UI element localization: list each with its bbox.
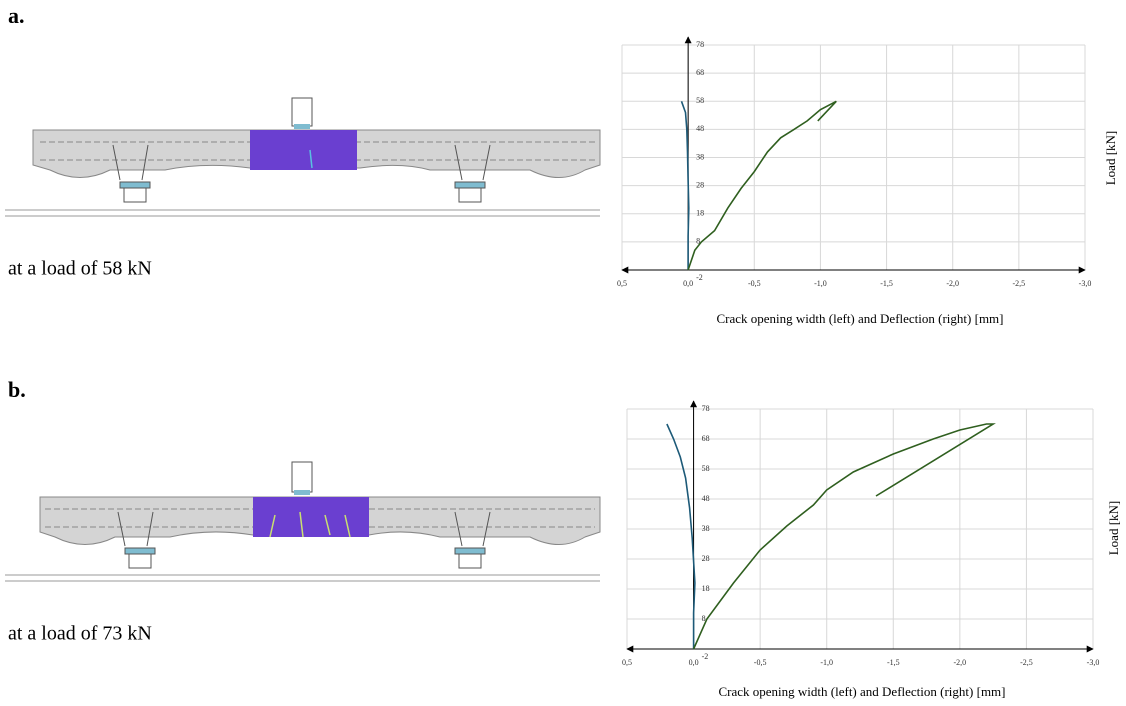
x-tick-label: -3,0 [1079, 279, 1092, 288]
y-tick-label: 28 [696, 180, 704, 189]
y-tick-label: 48 [696, 124, 704, 133]
y-tick-label: 38 [696, 152, 704, 161]
panel-label: b. [8, 377, 26, 402]
beam-drawing [5, 462, 600, 581]
x-tick-label: -2,0 [954, 658, 967, 667]
y-tick-label: 28 [702, 554, 710, 563]
x-tick-label: -1,0 [814, 279, 827, 288]
panel-label: a. [8, 3, 25, 28]
x-axis-label: Crack opening width (left) and Deflectio… [719, 684, 1006, 699]
y-tick-label: 68 [702, 434, 710, 443]
y-tick-label: 68 [696, 68, 704, 77]
caption: at a load of 73 kN [8, 623, 152, 645]
x-tick-label: 0,5 [622, 658, 632, 667]
beam-drawing [5, 98, 600, 216]
data-line [694, 424, 994, 649]
data-line [667, 424, 695, 649]
x-axis-label: Crack opening width (left) and Deflectio… [717, 311, 1004, 326]
x-tick-label: 0,5 [617, 279, 627, 288]
x-tick-label: -0,5 [754, 658, 767, 667]
y-tick-label: 18 [702, 584, 710, 593]
y-tick-label: 58 [696, 96, 704, 105]
y-tick-label: -2 [696, 273, 703, 282]
y-tick-label: 78 [702, 404, 710, 413]
x-tick-label: -1,5 [887, 658, 900, 667]
x-tick-label: 0,0 [683, 279, 693, 288]
y-tick-label: 78 [696, 40, 704, 49]
x-tick-label: -3,0 [1087, 658, 1100, 667]
y-tick-label: 48 [702, 494, 710, 503]
figure: a. at a load of 58 kN Crack opening width … [0, 0, 1126, 706]
x-tick-label: -1,5 [880, 279, 893, 288]
x-tick-label: -2,5 [1020, 658, 1033, 667]
y-tick-label: 38 [702, 524, 710, 533]
x-tick-label: -1,0 [820, 658, 833, 667]
y-tick-label: 18 [696, 209, 704, 218]
y-axis-label: Load [kN] [1106, 501, 1121, 556]
y-tick-label: 58 [702, 464, 710, 473]
x-tick-label: -2,5 [1013, 279, 1026, 288]
x-tick-label: -2,0 [946, 279, 959, 288]
x-tick-label: 0,0 [689, 658, 699, 667]
y-axis-label: Load [kN] [1103, 131, 1118, 186]
x-tick-label: -0,5 [748, 279, 761, 288]
y-tick-label: -2 [702, 652, 709, 661]
caption: at a load of 58 kN [8, 258, 152, 280]
